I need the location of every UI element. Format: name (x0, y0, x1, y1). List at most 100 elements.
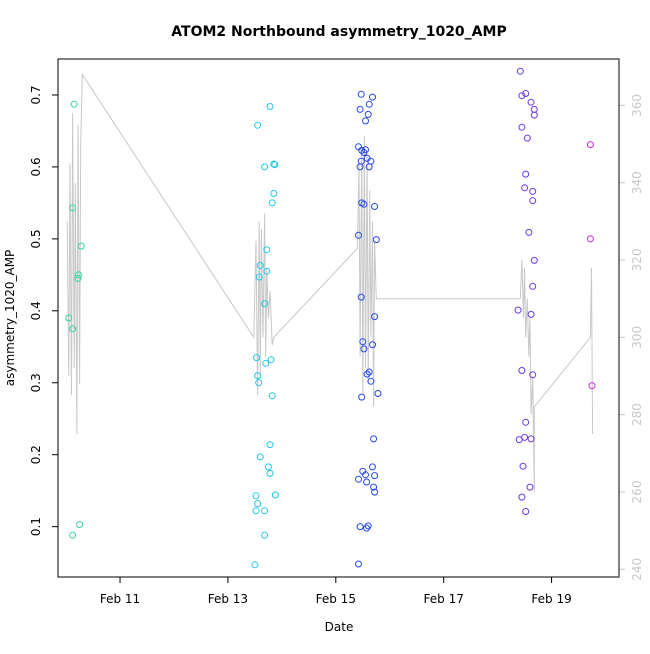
data-point (363, 524, 371, 532)
data-point (357, 90, 365, 98)
data-point (529, 187, 537, 195)
data-point (365, 163, 373, 171)
data-point (69, 325, 77, 333)
data-point (526, 483, 534, 491)
data-point (370, 483, 378, 491)
secondary-line-layer (66, 72, 594, 493)
data-point (256, 453, 264, 461)
data-point (369, 463, 376, 471)
data-point (254, 500, 262, 508)
data-point (370, 435, 378, 443)
data-point (360, 200, 368, 208)
y2-tick-label: 300 (630, 326, 644, 349)
data-point (253, 354, 260, 362)
x-tick-label: Feb 15 (316, 592, 356, 606)
data-point (355, 475, 362, 483)
y-tick-label: 0.6 (29, 157, 43, 176)
x-tick-label: Feb 17 (424, 592, 464, 606)
data-point (261, 300, 269, 308)
data-point (358, 146, 366, 154)
data-point (76, 521, 84, 528)
data-point (65, 314, 73, 322)
data-point (261, 531, 269, 539)
plot-frame (57, 58, 620, 578)
data-point (371, 203, 379, 210)
data-point (77, 242, 85, 250)
data-point (263, 246, 271, 254)
x-tick-label: Feb 19 (531, 592, 571, 606)
data-point (371, 313, 379, 321)
data-point (527, 98, 535, 106)
secondary-line (66, 72, 594, 493)
axes-layer: Feb 11 Feb 13 Feb 15 Feb 17 Feb 19 0.1 0.2 0.3 0… (29, 85, 644, 606)
y2-tick-label: 320 (630, 249, 644, 272)
data-point (515, 436, 523, 444)
data-point (271, 161, 279, 169)
y2-tick-label: 280 (630, 403, 644, 426)
data-point (372, 236, 380, 244)
data-point (523, 134, 531, 142)
data-point (365, 368, 373, 376)
x-tick-label: Feb 13 (208, 592, 248, 606)
data-point (522, 90, 530, 97)
data-point (75, 271, 82, 279)
data-point (254, 372, 262, 380)
data-point (527, 435, 535, 443)
data-point (362, 117, 369, 125)
data-point (362, 471, 369, 479)
data-point (369, 341, 376, 349)
data-point (358, 393, 366, 401)
data-point (356, 163, 364, 171)
data-point (518, 493, 526, 501)
data-point (529, 371, 537, 379)
data-point (371, 488, 379, 496)
data-point (363, 370, 371, 378)
data-point (359, 338, 367, 346)
data-point (519, 462, 527, 470)
series-2 (251, 103, 279, 569)
data-point (586, 141, 594, 149)
series-1 (65, 100, 85, 539)
data-point (261, 163, 269, 171)
data-point (255, 379, 263, 387)
data-point (267, 356, 275, 364)
y-axis-label: asymmetry_1020_AMP (3, 250, 17, 387)
data-point (364, 110, 372, 118)
data-point (529, 197, 537, 205)
data-point (251, 561, 259, 569)
y2-tick-label: 260 (630, 481, 644, 504)
x-axis-label: Date (325, 620, 354, 634)
x-tick-label: Feb 11 (100, 592, 140, 606)
data-point (522, 508, 530, 515)
data-point (266, 103, 274, 110)
data-point (356, 523, 364, 531)
y-tick-label: 0.2 (29, 445, 43, 464)
series-4 (514, 67, 538, 515)
y2-tick-label: 340 (630, 171, 644, 194)
data-point (374, 390, 382, 397)
data-point (522, 418, 530, 426)
data-point (254, 121, 262, 129)
data-point (74, 274, 82, 282)
y-tick-label: 0.4 (29, 301, 43, 320)
data-point (266, 469, 274, 477)
data-point (357, 293, 365, 301)
data-point (367, 377, 375, 385)
data-point (360, 149, 368, 156)
data-point (516, 67, 524, 75)
data-point (371, 472, 379, 480)
data-point (255, 273, 263, 281)
data-point (530, 111, 538, 119)
data-point (365, 100, 373, 108)
data-point (527, 310, 535, 318)
data-point (529, 282, 537, 290)
data-point (270, 190, 278, 197)
data-point (270, 160, 278, 168)
data-point (261, 507, 269, 515)
data-point (360, 345, 368, 353)
chart-title: ATOM2 Northbound asymmetry_1020_AMP (171, 24, 506, 40)
data-point (363, 478, 371, 486)
y-tick-label: 0.3 (29, 373, 43, 392)
